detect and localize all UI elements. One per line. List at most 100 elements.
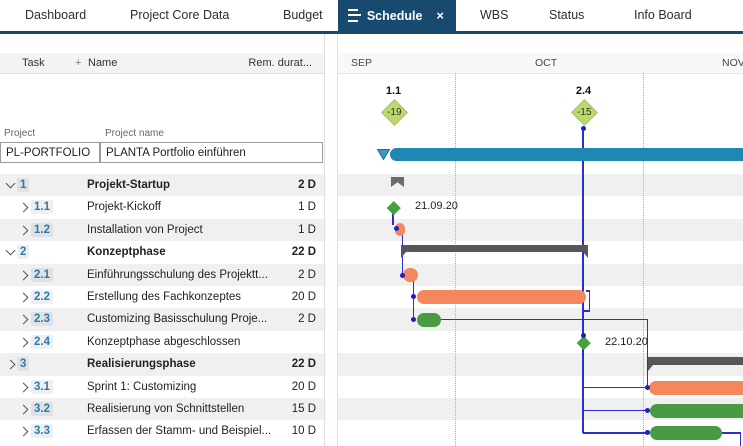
dependency-line	[646, 319, 649, 388]
task-name: Konzeptphase abgeschlossen	[87, 335, 241, 348]
task-duration: 10 D	[291, 425, 316, 438]
task-name: Sprint 1: Customizing	[87, 380, 197, 393]
project-start-triangle-icon[interactable]	[376, 149, 391, 161]
table-row-1.1[interactable]: 1.1 Projekt-Kickoff 1 D	[0, 196, 324, 218]
dependency-line	[583, 432, 648, 434]
deadline-diamond-2.4[interactable]: -15	[571, 98, 598, 126]
table-row-3[interactable]: 3 Realisierungsphase 22 D	[0, 353, 324, 376]
dependency-line	[440, 318, 648, 321]
tab-dashboard[interactable]: Dashboard	[25, 8, 87, 22]
task-duration: 20 D	[291, 291, 316, 303]
table-row-2.2[interactable]: 2.2 Erstellung des Fachkonzeptes 20 D	[0, 286, 324, 308]
chevron-right-icon[interactable]	[18, 404, 29, 415]
chevron-down-icon[interactable]	[5, 245, 16, 256]
chevron-right-icon[interactable]	[18, 382, 29, 393]
gantt-summary-3[interactable]	[648, 357, 743, 371]
project-id-field[interactable]: PL-PORTFOLIO	[0, 142, 100, 163]
task-id: 2.2	[31, 290, 53, 304]
tab-schedule[interactable]: Schedule ×	[338, 0, 456, 31]
gantt-bar-3.2[interactable]	[649, 403, 743, 418]
task-id: 2.3	[31, 312, 53, 327]
table-row-3.2[interactable]: 3.2 Realisierung von Schnittstellen 15 D	[0, 398, 324, 421]
gantt-bar-2.3[interactable]	[416, 313, 441, 327]
task-name: Projekt-Startup	[87, 179, 171, 191]
task-name: Konzeptphase	[87, 246, 166, 259]
table-row-1[interactable]: 1 Projekt-Startup 2 D	[0, 174, 324, 197]
table-row-1.2[interactable]: 1.2 Installation von Project 1 D	[0, 218, 324, 242]
close-icon[interactable]: ×	[436, 8, 444, 23]
table-row-2.3[interactable]: 2.3 Customizing Basisschulung Proje... 2 D	[0, 308, 324, 331]
task-id: 2	[17, 245, 30, 260]
chevron-right-icon[interactable]	[18, 202, 29, 213]
dependency-node	[400, 272, 405, 278]
gantt-bar-project[interactable]	[389, 147, 743, 161]
task-name: Realisierungsphase	[87, 358, 196, 371]
gantt-bar-3.3[interactable]	[649, 425, 722, 440]
dependency-line	[583, 409, 648, 412]
tab-budget[interactable]: Budget	[283, 8, 323, 22]
date-label: 22.10.20	[605, 335, 648, 348]
chevron-right-icon[interactable]	[18, 314, 29, 325]
gantt-row-stripe	[338, 398, 743, 421]
add-column-button[interactable]: +	[75, 57, 82, 69]
chevron-right-icon[interactable]	[18, 270, 29, 281]
tab-status[interactable]: Status	[549, 8, 585, 22]
dependency-node	[580, 126, 586, 131]
chevron-down-icon[interactable]	[5, 178, 16, 189]
task-duration: 2 D	[298, 179, 316, 191]
table-row-2.1[interactable]: 2.1 Einführungsschulung des Projektt... 2 …	[0, 263, 324, 286]
menu-icon[interactable]	[348, 9, 361, 22]
task-id: 1.1	[31, 200, 53, 215]
task-duration: 1 D	[298, 201, 316, 214]
gantt-row-stripe	[338, 174, 743, 197]
task-duration: 22 D	[291, 358, 316, 371]
gantt-bar-2.1[interactable]	[402, 268, 418, 282]
dependency-line	[588, 291, 591, 311]
dependency-line	[722, 432, 741, 434]
dependency-line	[412, 280, 415, 297]
tab-project-core-data[interactable]: Project Core Data	[130, 8, 230, 22]
table-column-header: Task + Name Rem. durat...	[0, 53, 324, 74]
flag-icon-task-1	[391, 177, 404, 188]
task-name: Einführungsschulung des Projektt...	[87, 268, 268, 281]
gantt-bar-3.1[interactable]	[648, 380, 743, 395]
column-header-name[interactable]: Name	[88, 57, 118, 69]
milestone-1.1[interactable]	[386, 200, 401, 215]
task-name: Erfassen der Stamm- und Beispiel...	[87, 425, 272, 438]
project-name-field[interactable]: PLANTA Portfolio einführen	[100, 142, 323, 163]
task-id: 3.3	[31, 424, 53, 439]
deadline-task-label: 2.4	[575, 85, 592, 97]
dependency-node	[411, 294, 416, 299]
panel-splitter[interactable]	[324, 34, 325, 446]
chevron-right-icon[interactable]	[5, 359, 16, 370]
milestone-2.4[interactable]	[576, 336, 591, 350]
task-duration: 15 D	[291, 403, 316, 415]
column-header-duration[interactable]: Rem. durat...	[248, 57, 312, 69]
tab-wbs[interactable]: WBS	[480, 8, 509, 22]
table-row-3.1[interactable]: 3.1 Sprint 1: Customizing 20 D	[0, 376, 324, 398]
task-id: 3	[17, 357, 30, 372]
chevron-right-icon[interactable]	[18, 225, 29, 236]
table-row-2.4[interactable]: 2.4 Konzeptphase abgeschlossen	[0, 331, 324, 353]
chevron-right-icon[interactable]	[18, 292, 29, 303]
table-row-2[interactable]: 2 Konzeptphase 22 D	[0, 241, 324, 263]
gantt-row-stripe	[338, 263, 743, 286]
chevron-right-icon[interactable]	[18, 426, 29, 437]
task-id: 1	[17, 178, 30, 192]
date-label: 21.09.20	[415, 200, 458, 213]
gantt-bar-1.2[interactable]	[394, 222, 405, 236]
gantt-bar-2.2[interactable]	[416, 290, 586, 304]
dependency-line	[585, 290, 590, 292]
dependency-line	[582, 128, 584, 433]
chevron-right-icon[interactable]	[18, 337, 29, 348]
deadline-diamond-1.1[interactable]: -19	[381, 98, 408, 126]
panel-splitter[interactable]	[337, 34, 338, 446]
tab-info-board[interactable]: Info Board	[634, 8, 692, 22]
gantt-summary-2[interactable]	[401, 244, 588, 259]
column-header-task[interactable]: Task	[22, 57, 45, 69]
gantt-row-stripe	[338, 218, 743, 242]
task-duration: 2 D	[298, 313, 316, 326]
tab-label: Schedule	[366, 8, 423, 23]
table-row-3.3[interactable]: 3.3 Erfassen der Stamm- und Beispiel... 10…	[0, 420, 324, 442]
